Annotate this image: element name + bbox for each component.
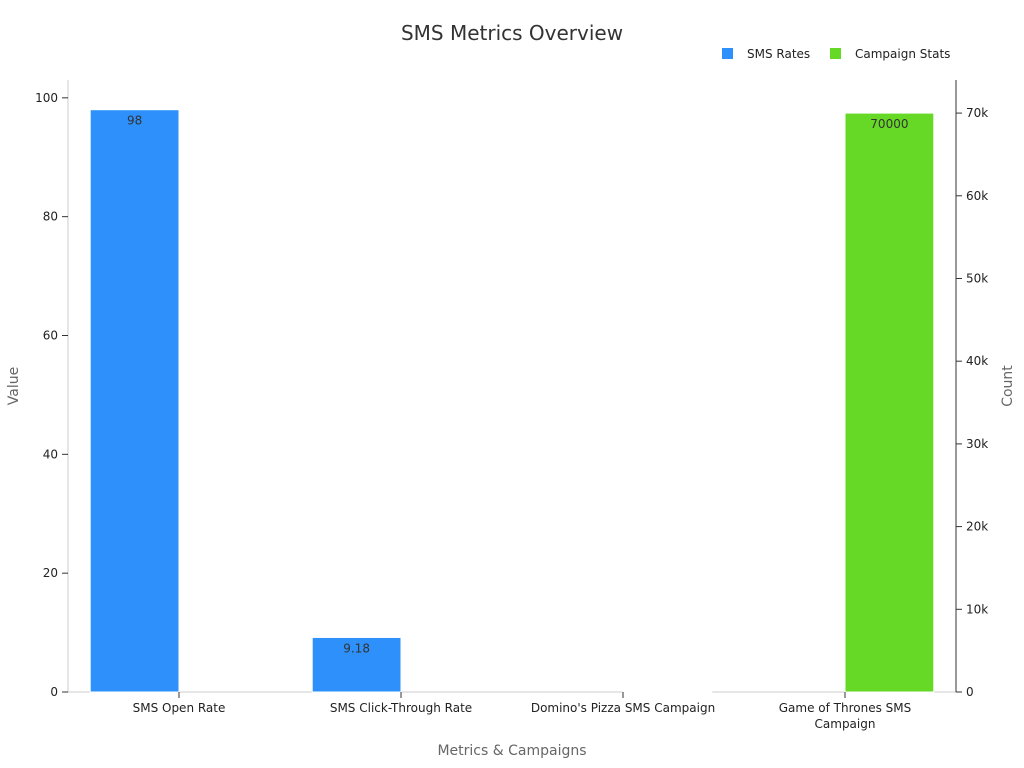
y2-tick-label: 30k — [966, 437, 988, 451]
y2-tick-label: 60k — [966, 189, 988, 203]
legend-label: Campaign Stats — [855, 47, 950, 61]
y2-tick-label: 70k — [966, 106, 988, 120]
y2-axis-title: Count — [1000, 365, 1016, 407]
y2-tick-label: 40k — [966, 354, 988, 368]
data-labels: 98 9.18 70000 — [127, 114, 909, 656]
y-tick-label: 60 — [43, 328, 58, 342]
y2-tick-label: 50k — [966, 271, 988, 285]
y-tick-label: 0 — [50, 685, 58, 699]
data-label: 9.18 — [343, 641, 370, 655]
chart-title: SMS Metrics Overview — [401, 21, 623, 45]
x-tick-label: SMS Open Rate — [133, 701, 226, 715]
bar-sms-rates[interactable] — [311, 636, 402, 693]
y2-tick-label: 20k — [966, 520, 988, 534]
legend-item[interactable]: Campaign Stats — [830, 47, 950, 61]
bars — [89, 109, 935, 693]
bar-campaign-stats[interactable] — [622, 690, 713, 693]
data-label: 98 — [127, 114, 142, 128]
y-axis-title: Value — [6, 367, 22, 405]
y-tick-label: 20 — [43, 566, 58, 580]
legend-swatch — [722, 48, 733, 59]
y2-tick-label: 0 — [966, 685, 974, 699]
x-tick-label: Game of Thrones SMS Campaign — [779, 701, 912, 731]
x-tick-labels: SMS Open Rate SMS Click-Through Rate Domin… — [133, 692, 912, 731]
legend-item[interactable]: SMS Rates — [722, 47, 810, 61]
data-label: 70000 — [870, 117, 908, 131]
y-tick-label: 80 — [43, 210, 58, 224]
x-tick-label: SMS Click-Through Rate — [330, 701, 472, 715]
axes: 0 20 40 60 80 100 0 10k 20k 30k 40k 50k 60k 70k — [35, 80, 988, 699]
legend-label: SMS Rates — [747, 47, 810, 61]
bar-campaign-stats[interactable] — [844, 112, 935, 693]
y-tick-label: 40 — [43, 447, 58, 461]
x-tick-label: Domino's Pizza SMS Campaign — [531, 701, 715, 715]
x-axis-title: Metrics & Campaigns — [437, 743, 586, 759]
legend[interactable]: SMS Rates Campaign Stats — [722, 47, 950, 61]
bar-sms-rates[interactable] — [89, 109, 180, 693]
y2-tick-label: 10k — [966, 602, 988, 616]
legend-swatch — [830, 48, 841, 59]
y-tick-label: 100 — [35, 91, 58, 105]
